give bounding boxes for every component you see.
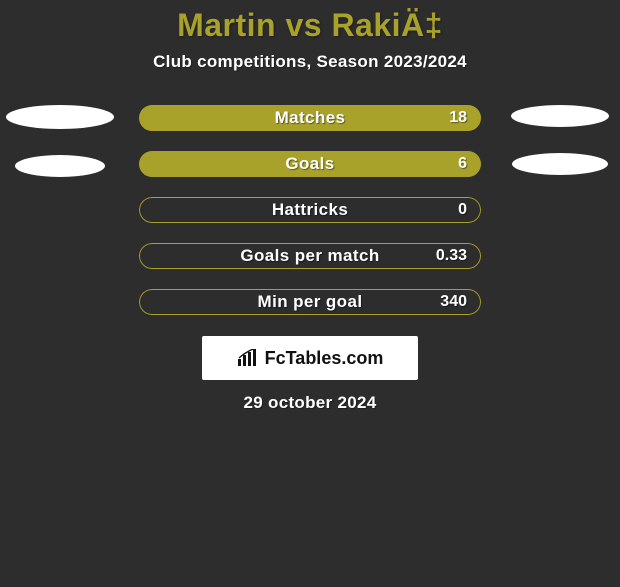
watermark-text: FcTables.com [265,348,384,369]
stat-bar-value: 0.33 [436,243,467,269]
stat-bar: Min per goal340 [139,289,481,315]
stat-bar-label: Goals per match [139,243,481,269]
stat-bar-label: Goals [139,151,481,177]
stat-bar-label: Min per goal [139,289,481,315]
stat-bar: Matches18 [139,105,481,131]
watermark-badge: FcTables.com [202,336,418,380]
decorative-ellipse [511,105,609,127]
stat-bar-label: Hattricks [139,197,481,223]
page-subtitle: Club competitions, Season 2023/2024 [0,52,620,72]
stat-bar-value: 340 [440,289,467,315]
comparison-chart: Matches18 Goals6 Hattricks0 Goals per match… [0,101,620,561]
stat-bar: Goals6 [139,151,481,177]
decorative-ellipse [512,153,608,175]
stat-bar-value: 6 [458,151,467,177]
stat-bar-value: 0 [458,197,467,223]
left-ellipse-group [0,101,120,177]
decorative-ellipse [15,155,105,177]
stat-bar-label: Matches [139,105,481,131]
stat-bar: Hattricks0 [139,197,481,223]
chart-icon [237,349,259,367]
page-title: Martin vs RakiÄ‡ [0,7,620,44]
stat-bar-value: 18 [449,105,467,131]
bar-list: Matches18 Goals6 Hattricks0 Goals per match… [139,105,481,315]
snapshot-date: 29 october 2024 [0,393,620,413]
stat-bar: Goals per match0.33 [139,243,481,269]
decorative-ellipse [6,105,114,129]
right-ellipse-group [500,101,620,175]
